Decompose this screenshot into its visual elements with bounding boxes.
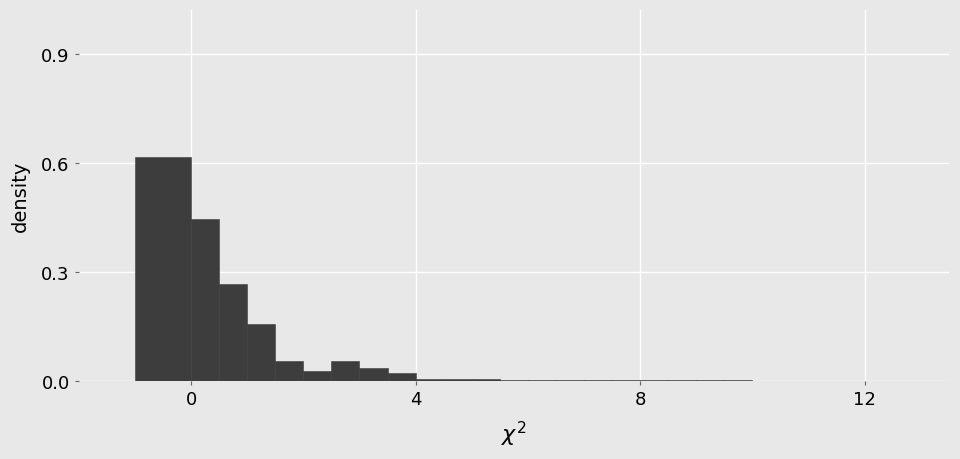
Bar [416, 379, 444, 381]
Bar [471, 379, 500, 381]
Bar [276, 361, 303, 381]
Bar [135, 158, 191, 381]
Bar [388, 374, 416, 381]
Bar [247, 325, 276, 381]
X-axis label: $\chi^2$: $\chi^2$ [501, 419, 526, 448]
Bar [303, 372, 331, 381]
Bar [219, 285, 247, 381]
Bar [444, 379, 471, 381]
Y-axis label: density: density [12, 160, 30, 231]
Bar [359, 368, 388, 381]
Bar [191, 219, 219, 381]
Bar [331, 361, 359, 381]
